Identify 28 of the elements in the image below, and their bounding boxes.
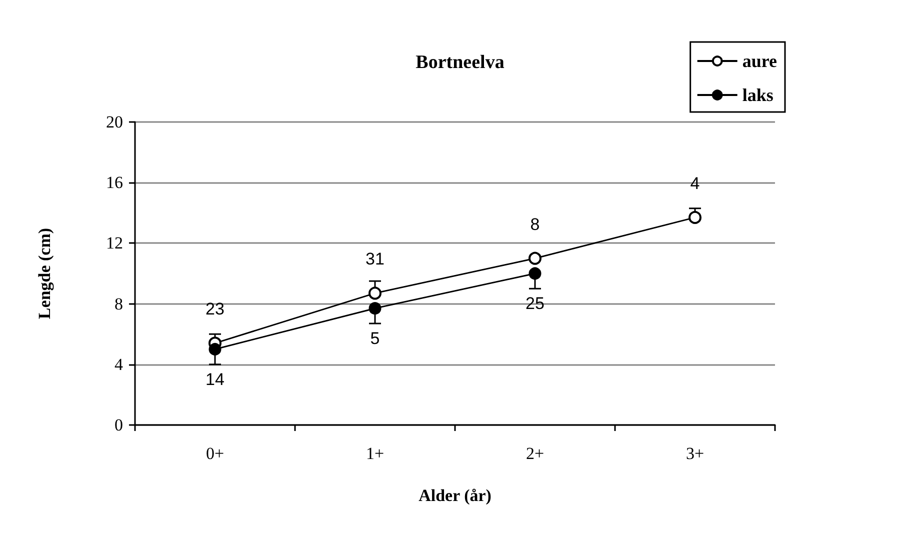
annotation: 5 (370, 328, 380, 348)
annotation: 23 (206, 300, 224, 319)
x-tick-label: 3+ (686, 444, 704, 463)
y-tick-label: 0 (114, 416, 123, 434)
point (528, 252, 542, 265)
x-tick-label: 2+ (526, 444, 544, 463)
point (368, 302, 382, 315)
y-tick-label: 4 (114, 354, 124, 374)
point (368, 286, 382, 300)
point (688, 210, 702, 224)
annotation: 31 (366, 250, 384, 269)
x-tick-label: 0+ (206, 444, 224, 463)
legend-label: aure (742, 51, 778, 71)
point (528, 267, 542, 280)
y-tick-label: 20 (106, 112, 123, 132)
point (208, 343, 222, 356)
x-axis-title: Alder (år) (418, 486, 492, 505)
annotation: 8 (530, 214, 540, 234)
y-tick-label: 12 (106, 234, 123, 253)
legend-label: laks (742, 85, 774, 105)
annotation: 14 (206, 370, 224, 389)
y-axis-title: Lengde (cm) (35, 228, 54, 320)
annotation: 4 (690, 174, 700, 193)
annotation: 25 (526, 294, 544, 313)
chart-title: Bortneelva (416, 52, 505, 73)
y-tick-label: 16 (106, 173, 123, 192)
x-tick-label: 1+ (366, 444, 384, 463)
y-tick-label: 8 (114, 294, 123, 314)
